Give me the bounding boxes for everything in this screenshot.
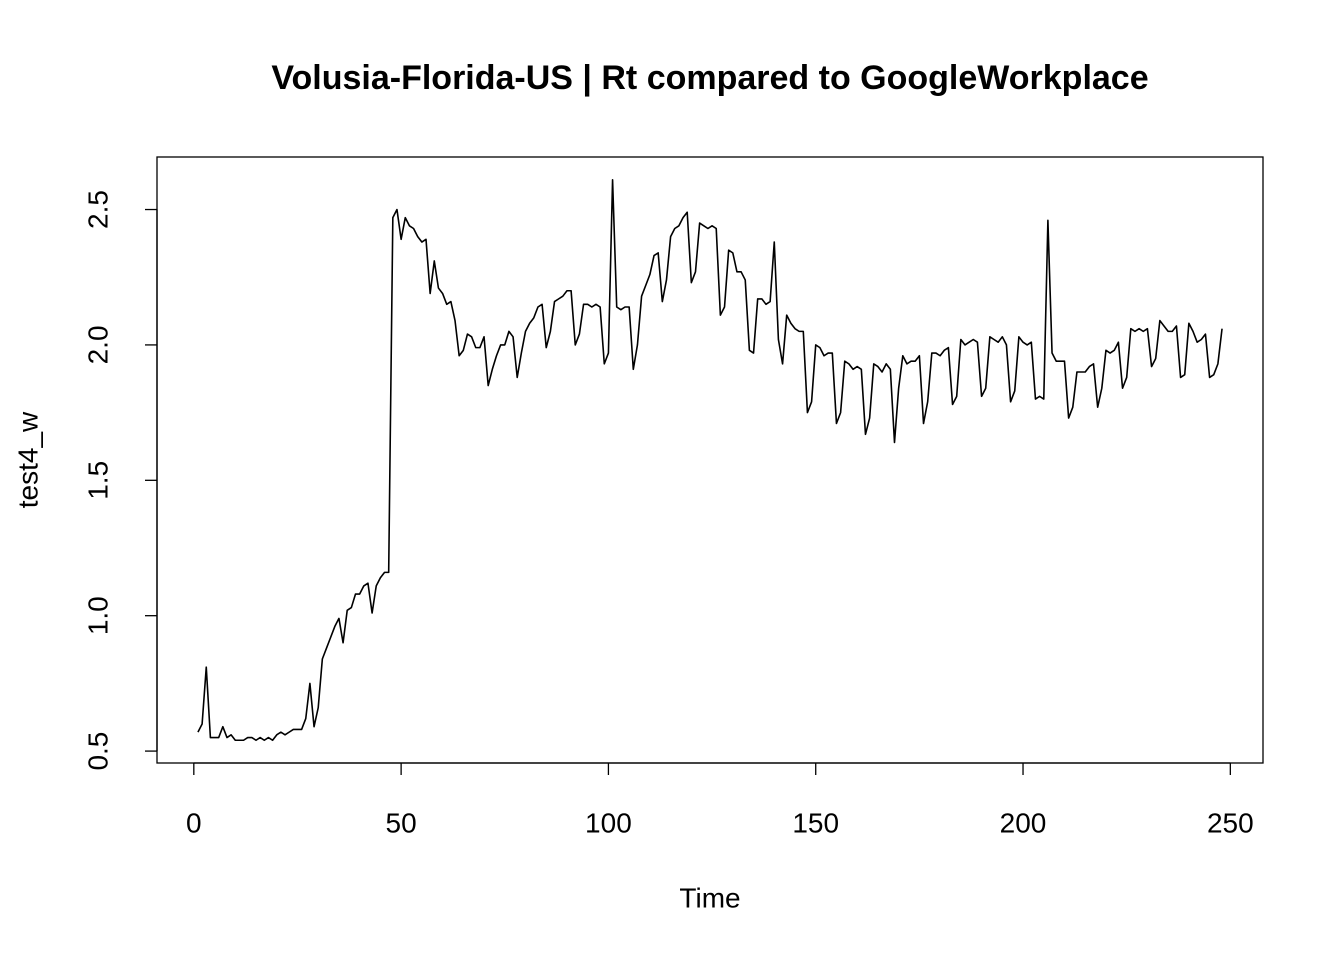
x-tick-label: 100 bbox=[585, 807, 632, 838]
y-axis-label: test4_w bbox=[12, 411, 43, 508]
series-line bbox=[197, 178, 1223, 742]
x-tick-label: 250 bbox=[1207, 807, 1254, 838]
chart-title: Volusia-Florida-US | Rt compared to Goog… bbox=[271, 59, 1148, 97]
y-tick-label: 2.5 bbox=[82, 190, 113, 229]
x-tick-label: 0 bbox=[186, 807, 202, 838]
x-tick-label: 200 bbox=[1000, 807, 1047, 838]
y-tick-label: 2.0 bbox=[82, 325, 113, 364]
x-tick-label: 150 bbox=[792, 807, 839, 838]
y-tick-label: 1.5 bbox=[82, 461, 113, 500]
plot-frame bbox=[156, 156, 1264, 764]
y-tick-label: 1.0 bbox=[82, 596, 113, 635]
y-tick-label: 0.5 bbox=[82, 732, 113, 771]
x-axis-label: Time bbox=[679, 882, 740, 913]
x-tick-label: 50 bbox=[386, 807, 417, 838]
